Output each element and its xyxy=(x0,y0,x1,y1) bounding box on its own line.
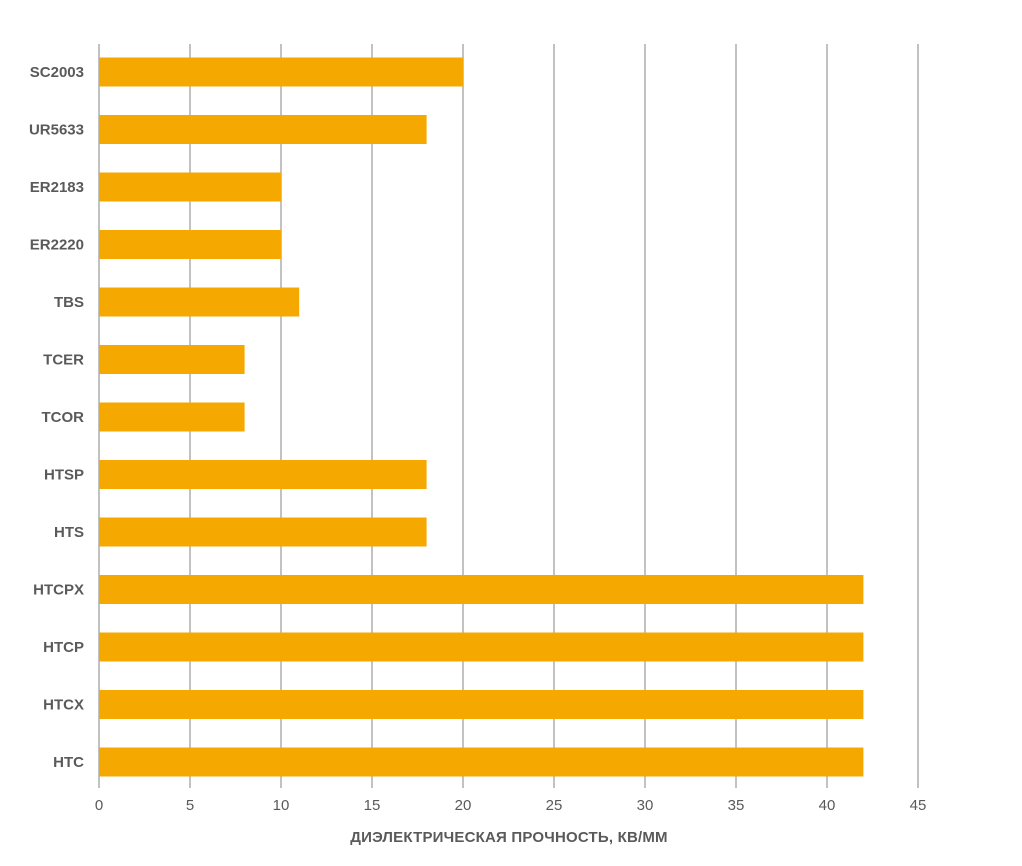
x-tick-label: 40 xyxy=(819,797,836,814)
x-axis-title: ДИЭЛЕКТРИЧЕСКАЯ ПРОЧНОСТЬ, КВ/ММ xyxy=(350,829,667,846)
category-label: TCER xyxy=(43,352,84,369)
category-label: HTCX xyxy=(43,697,84,714)
bar-tcor xyxy=(99,402,245,432)
category-label: ER2220 xyxy=(30,237,84,254)
x-tick-label: 25 xyxy=(546,797,563,814)
category-labels: SC2003 UR5633 ER2183 ER2220 TBS TCER TCOR HTSP H… xyxy=(29,64,84,771)
x-tick-label: 20 xyxy=(455,797,472,814)
x-tick-label: 0 xyxy=(95,797,103,814)
category-label: TBS xyxy=(54,294,84,311)
x-tick-label: 30 xyxy=(637,797,654,814)
bar-layer xyxy=(99,57,864,777)
x-tick-label: 15 xyxy=(364,797,381,814)
grid-layer xyxy=(98,44,919,788)
bar-ur5633 xyxy=(99,115,427,144)
bar-tcer xyxy=(99,345,245,374)
bar-htc xyxy=(99,747,864,777)
bar-tbs xyxy=(99,287,300,317)
category-label: HTCPX xyxy=(33,582,84,599)
category-label: HTCP xyxy=(43,639,84,656)
bar-er2220 xyxy=(99,230,281,259)
bar-htsp xyxy=(99,460,427,489)
x-tick-label: 45 xyxy=(910,797,927,814)
x-tick-label: 35 xyxy=(728,797,745,814)
bar-htcp xyxy=(99,632,864,662)
bar-htcpx xyxy=(99,575,864,604)
category-label: HTC xyxy=(53,754,84,771)
category-label: TCOR xyxy=(42,409,85,426)
x-tick-label: 10 xyxy=(273,797,290,814)
x-tick-labels: 0 5 10 15 20 25 30 35 40 45 xyxy=(95,797,927,814)
category-label: SC2003 xyxy=(30,64,84,81)
bar-er2183 xyxy=(99,172,281,202)
category-label: HTSP xyxy=(44,467,84,484)
category-label: ER2183 xyxy=(30,179,84,196)
bar-sc2003 xyxy=(99,57,463,87)
bar-hts xyxy=(99,517,427,547)
category-label: HTS xyxy=(54,524,84,541)
x-tick-label: 5 xyxy=(186,797,194,814)
bar-htcx xyxy=(99,690,864,719)
category-label: UR5633 xyxy=(29,122,84,139)
